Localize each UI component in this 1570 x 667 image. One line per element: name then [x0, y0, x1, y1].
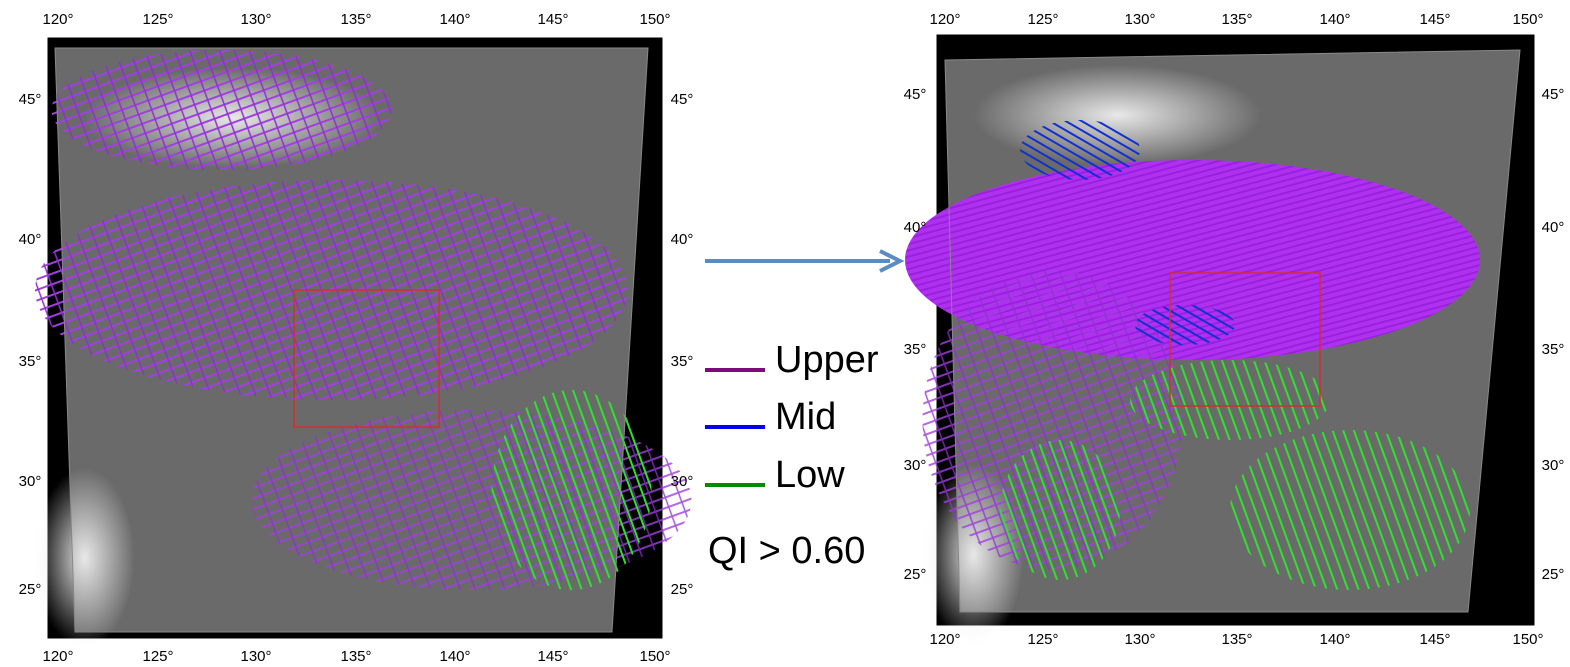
low-winds [1230, 430, 1470, 590]
mid-winds [1135, 305, 1235, 345]
lon-label: 135° [1221, 631, 1252, 648]
lat-label: 35° [904, 341, 927, 358]
lon-label: 145° [537, 648, 568, 665]
lon-label: 130° [1124, 11, 1155, 28]
lon-label: 130° [240, 11, 271, 28]
lat-label: 25° [904, 566, 927, 583]
lat-label: 35° [671, 353, 694, 370]
low-winds [492, 390, 652, 590]
lon-label: 120° [42, 648, 73, 665]
lat-label: 25° [1542, 566, 1565, 583]
lon-label: 120° [929, 631, 960, 648]
mid-winds [1020, 120, 1140, 180]
lon-label: 145° [1419, 11, 1450, 28]
lon-label: 135° [340, 648, 371, 665]
lat-label: 30° [1542, 457, 1565, 474]
arrow [705, 251, 900, 271]
lat-label: 35° [1542, 341, 1565, 358]
lon-label: 140° [1319, 11, 1350, 28]
lat-label: 40° [19, 231, 42, 248]
lon-label: 120° [42, 11, 73, 28]
lon-label: 135° [1221, 11, 1252, 28]
legend-label: Mid [775, 396, 836, 438]
lat-label: 45° [1542, 86, 1565, 103]
low-winds [1130, 360, 1330, 440]
lat-label: 30° [904, 457, 927, 474]
lat-label: 30° [671, 473, 694, 490]
map-panel: 120° 120° 125° 125° 130° 130° 135° 135° 140° 140°… [19, 11, 694, 665]
lon-label: 150° [1512, 11, 1543, 28]
cloud [35, 468, 135, 648]
lon-label: 125° [1027, 631, 1058, 648]
lat-label: 40° [904, 219, 927, 236]
lat-label: 35° [19, 353, 42, 370]
legend-label: Low [775, 454, 845, 496]
figure: QI > 0.60 120° 120° 125° 125° 130° 130° 135° 13… [0, 0, 1570, 667]
lon-label: 140° [439, 648, 470, 665]
lat-label: 30° [19, 473, 42, 490]
legend-label: Upper [775, 339, 879, 381]
lat-label: 25° [671, 581, 694, 598]
lon-label: 145° [537, 11, 568, 28]
lon-label: 125° [142, 648, 173, 665]
lon-label: 125° [142, 11, 173, 28]
lon-label: 150° [639, 648, 670, 665]
lon-label: 150° [1512, 631, 1543, 648]
lat-label: 45° [671, 91, 694, 108]
lat-label: 25° [19, 581, 42, 598]
note: QI > 0.60 [708, 530, 865, 572]
lat-label: 45° [19, 91, 42, 108]
map-panel: 120° 120° 125° 125° 130° 130° 135° 135° 140° 140°… [904, 11, 1565, 648]
lon-label: 140° [1319, 631, 1350, 648]
upper-winds [52, 50, 392, 170]
lon-label: 145° [1419, 631, 1450, 648]
lat-label: 40° [1542, 219, 1565, 236]
lon-label: 140° [439, 11, 470, 28]
lat-label: 45° [904, 86, 927, 103]
lon-label: 120° [929, 11, 960, 28]
lon-label: 150° [639, 11, 670, 28]
lat-label: 40° [671, 231, 694, 248]
lon-label: 130° [240, 648, 271, 665]
low-winds [1000, 440, 1120, 580]
lon-label: 135° [340, 11, 371, 28]
lon-label: 130° [1124, 631, 1155, 648]
lon-label: 125° [1027, 11, 1058, 28]
